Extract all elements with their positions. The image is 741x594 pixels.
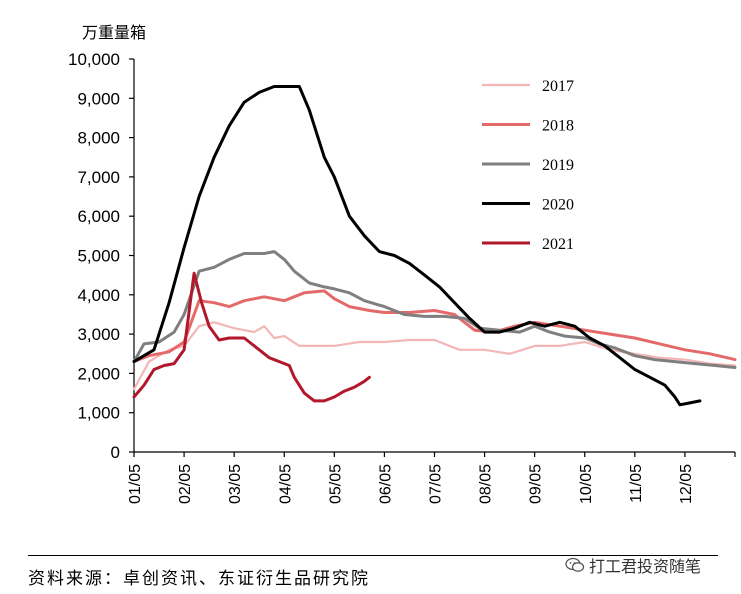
series-line-2021 [132,271,371,403]
y-tick-label: 4,000 [77,286,120,305]
x-tick-label: 09/05 [528,464,545,504]
x-tick-label: 07/05 [428,464,445,504]
y-axis: 0 1,000 2,000 3,000 4,000 5,000 6,000 7,000 8,00… [68,50,135,462]
x-tick-label: 12/05 [678,464,695,504]
x-tick-label: 01/05 [127,464,144,504]
source-note: 资料来源：卓创资讯、东证衍生品研究院 [28,569,370,589]
legend-label-2021: 2021 [542,236,574,253]
legend: 2017 2018 2019 2020 2021 [482,78,574,253]
y-tick-label: 8,000 [77,129,120,148]
legend-label-2017: 2017 [542,78,574,95]
x-tick-label: 03/05 [227,464,244,504]
watermark: 打工君投资随笔 [565,553,701,577]
source-divider [28,555,718,556]
y-tick-label: 0 [111,443,120,462]
y-tick-label: 1,000 [77,404,120,423]
wechat-icon [565,557,585,572]
x-tick-label: 11/05 [628,464,645,503]
legend-label-2020: 2020 [542,197,574,214]
x-tick-label: 08/05 [478,464,495,504]
series-line-2018 [132,289,737,364]
series-lines [132,85,737,407]
x-tick-label: 02/05 [177,464,194,504]
legend-label-2018: 2018 [542,118,574,135]
y-tick-label: 7,000 [77,168,120,187]
legend-label-2019: 2019 [542,157,574,174]
x-tick-label: 04/05 [277,464,294,504]
y-tick-label: 9,000 [77,89,120,108]
y-tick-label: 2,000 [77,364,120,383]
series-line-2019 [132,250,737,369]
x-tick-label: 05/05 [327,464,344,504]
x-axis: 01/05 02/05 03/05 04/05 05/05 06/05 07/05 08/05… [127,451,736,504]
y-tick-label: 5,000 [77,247,120,266]
y-tick-label: 10,000 [68,50,120,69]
x-tick-label: 10/05 [578,464,595,504]
y-axis-unit-label: 万重量箱 [82,23,146,42]
x-tick-label: 06/05 [377,464,394,504]
y-tick-label: 3,000 [77,325,120,344]
y-tick-label: 6,000 [77,207,120,226]
watermark-text: 打工君投资随笔 [589,557,702,576]
series-line-2017 [132,321,737,391]
series-line-2020 [132,85,702,407]
